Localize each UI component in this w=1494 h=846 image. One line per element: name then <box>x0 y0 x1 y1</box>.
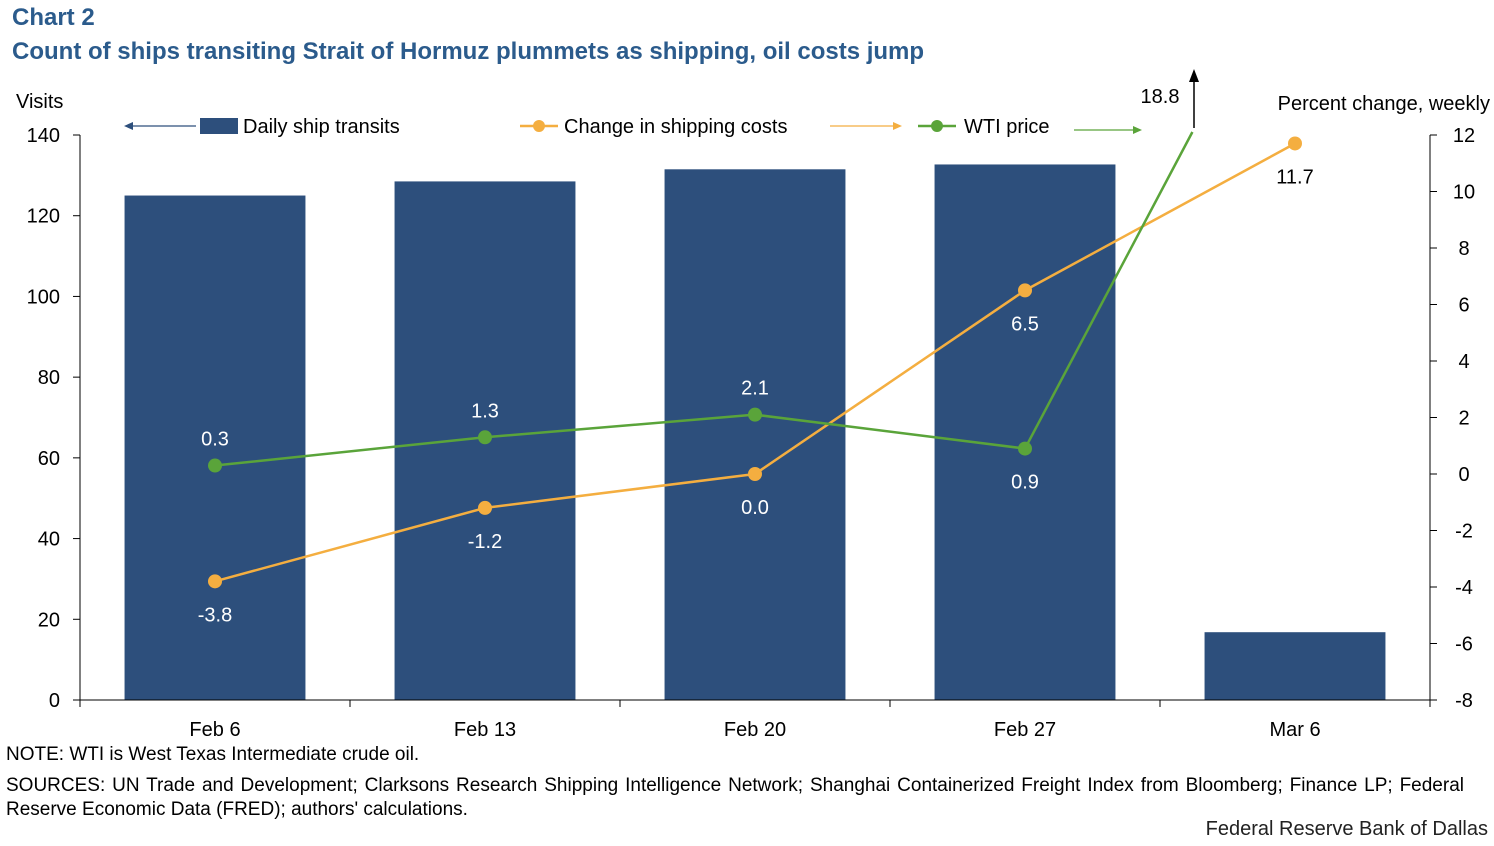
shipping-cost-data-label: 0.0 <box>741 497 769 519</box>
y-left-tick-label: 80 <box>38 367 60 389</box>
legend-label-shipping: Change in shipping costs <box>564 116 787 138</box>
chart-title: Count of ships transiting Strait of Horm… <box>12 38 925 65</box>
wti-price-point <box>1018 441 1032 456</box>
chart-number: Chart 2 <box>12 4 95 31</box>
bar <box>934 164 1116 701</box>
wti-price-data-label: 1.3 <box>471 400 499 422</box>
shipping-cost-data-label: -3.8 <box>198 604 232 626</box>
legend-left-axis-arrow-head <box>124 122 133 130</box>
bar <box>124 195 306 701</box>
wti-price-data-label: 2.1 <box>741 378 769 400</box>
note-text: NOTE: WTI is West Texas Intermediate cru… <box>6 744 420 765</box>
credit-text: Federal Reserve Bank of Dallas <box>1205 818 1488 840</box>
y-right-tick-label: 4 <box>1458 351 1469 373</box>
y-right-tick-label: 2 <box>1458 408 1469 430</box>
shipping-cost-data-label: 6.5 <box>1011 313 1039 335</box>
bar <box>664 169 846 700</box>
off-scale-arrow-head <box>1189 69 1199 82</box>
y-right-tick-label: -8 <box>1455 690 1473 712</box>
chart-area: 0 20 40 60 80 100 120 140 -8 -6 -4 -2 0 2 4 6 8 10 12 Feb 6… <box>16 69 1490 741</box>
wti-price-point <box>478 430 492 445</box>
shipping-cost-point <box>208 574 222 589</box>
x-tick-label: Feb 20 <box>724 719 786 741</box>
shipping-cost-data-label: 11.7 <box>1276 166 1313 188</box>
y-right-tick-label: -6 <box>1455 634 1473 656</box>
y-left-tick-label: 40 <box>38 529 60 551</box>
shipping-cost-point <box>1018 283 1032 298</box>
shipping-cost-data-label: -1.2 <box>468 531 502 553</box>
x-tick-label: Feb 27 <box>994 719 1056 741</box>
y-axis-right-label: Percent change, weekly <box>1278 93 1490 115</box>
legend-marker-shipping <box>533 120 545 132</box>
y-right-tick-label: -2 <box>1455 521 1473 543</box>
legend-marker-wti <box>931 120 943 132</box>
y-right-tick-label: 8 <box>1458 238 1469 260</box>
y-left-tick-label: 120 <box>27 206 60 228</box>
shipping-cost-point <box>748 467 762 481</box>
wti-price-point <box>208 458 222 473</box>
y-right-tick-label: 6 <box>1458 295 1469 317</box>
shipping-cost-point <box>478 500 492 515</box>
legend-label-wti: WTI price <box>964 116 1050 138</box>
legend-right-axis-arrow-head-wti <box>1133 126 1142 134</box>
y-left-tick-label: 20 <box>38 609 60 631</box>
y-right-tick-label: -4 <box>1455 577 1473 599</box>
legend-swatch-bars <box>200 118 238 134</box>
sources-text: SOURCES: UN Trade and Development; Clark… <box>6 775 1464 820</box>
wti-price-data-label: 0.3 <box>201 429 229 451</box>
x-tick-label: Mar 6 <box>1269 719 1320 741</box>
y-left-tick-label: 60 <box>38 448 60 470</box>
wti-off-scale-label: 18.8 <box>1141 86 1180 108</box>
legend-label-bars: Daily ship transits <box>243 116 400 138</box>
y-right-tick-label: 12 <box>1453 125 1475 147</box>
y-left-tick-label: 0 <box>49 690 60 712</box>
y-left-tick-label: 140 <box>27 125 60 147</box>
wti-price-point <box>748 407 762 422</box>
wti-price-data-label: 0.9 <box>1011 472 1039 494</box>
y-right-tick-label: 0 <box>1458 464 1469 486</box>
x-tick-label: Feb 6 <box>189 719 240 741</box>
bar <box>1204 632 1386 700</box>
shipping-cost-point <box>1288 136 1302 151</box>
x-tick-label: Feb 13 <box>454 719 516 741</box>
y-right-tick-label: 10 <box>1453 182 1475 204</box>
legend-right-axis-arrow-head-shipping <box>893 122 902 130</box>
y-axis-left-label: Visits <box>16 91 63 113</box>
y-left-tick-label: 100 <box>27 286 60 308</box>
